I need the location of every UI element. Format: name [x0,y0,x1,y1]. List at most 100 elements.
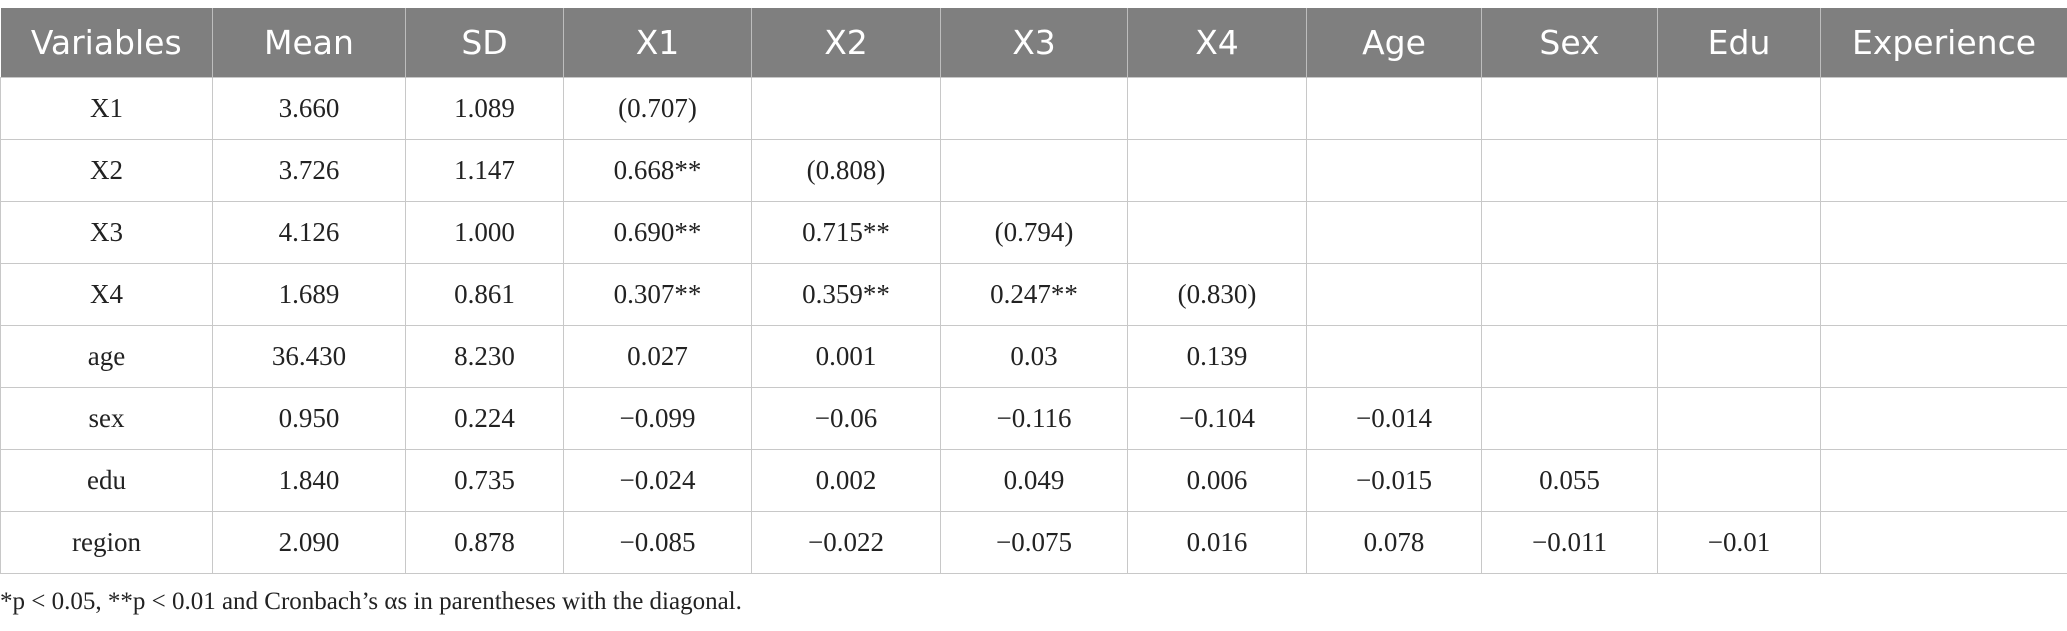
table-cell: −0.06 [751,387,941,450]
table-cell: 0.878 [405,511,564,574]
empty-cell [1306,263,1482,326]
table-cell: 36.430 [212,325,406,388]
table-cell: 3.726 [212,139,406,202]
header-cell: X3 [940,8,1128,78]
table-cell: −0.075 [940,511,1128,574]
empty-cell [1306,325,1482,388]
table-cell: (0.830) [1127,263,1307,326]
table-cell: X1 [0,77,213,140]
table-cell: 1.689 [212,263,406,326]
table-row: X3 4.126 1.000 0.690** 0.715** (0.794) [0,201,2067,264]
empty-cell [940,77,1128,140]
header-row: Variables Mean SD X1 X2 X3 X4 Age Sex Edu Experien… [0,8,2067,78]
table-cell: 0.001 [751,325,941,388]
table-cell: 1.089 [405,77,564,140]
empty-cell [1481,325,1658,388]
table-cell: 0.861 [405,263,564,326]
table-cell: −0.011 [1481,511,1658,574]
table-cell: −0.085 [563,511,752,574]
table-cell: 2.090 [212,511,406,574]
empty-cell [1820,449,2067,512]
empty-cell [1820,387,2067,450]
table-cell: −0.01 [1657,511,1821,574]
table-row: X2 3.726 1.147 0.668** (0.808) [0,139,2067,202]
empty-cell [940,139,1128,202]
table-cell: 0.055 [1481,449,1658,512]
table-cell: (0.707) [563,77,752,140]
table-cell: age [0,325,213,388]
table-cell: 0.247** [940,263,1128,326]
table-cell: −0.014 [1306,387,1482,450]
empty-cell [1657,263,1821,326]
table-cell: 0.690** [563,201,752,264]
empty-cell [1127,77,1307,140]
header-cell: Sex [1481,8,1658,78]
empty-cell [1820,511,2067,574]
table-cell: 0.359** [751,263,941,326]
table-cell: X4 [0,263,213,326]
table-row: X4 1.689 0.861 0.307** 0.359** 0.247** (0.830) [0,263,2067,326]
empty-cell [1127,139,1307,202]
table-cell: 8.230 [405,325,564,388]
table-row: X1 3.660 1.089 (0.707) [0,77,2067,140]
table-cell: 0.006 [1127,449,1307,512]
empty-cell [1481,263,1658,326]
empty-cell [1481,77,1658,140]
empty-cell [751,77,941,140]
table-row: region 2.090 0.878 −0.085 −0.022 −0.075 0.016 0… [0,511,2067,574]
table-row: age 36.430 8.230 0.027 0.001 0.03 0.139 [0,325,2067,388]
table-cell: 0.03 [940,325,1128,388]
empty-cell [1306,77,1482,140]
header-cell: Age [1306,8,1482,78]
table-cell: X3 [0,201,213,264]
empty-cell [1657,201,1821,264]
table-cell: 0.002 [751,449,941,512]
empty-cell [1306,139,1482,202]
table-cell: −0.022 [751,511,941,574]
empty-cell [1657,325,1821,388]
table-cell: 1.000 [405,201,564,264]
table-cell: 0.224 [405,387,564,450]
empty-cell [1657,139,1821,202]
table-cell: 0.139 [1127,325,1307,388]
table-cell: −0.099 [563,387,752,450]
table-cell: sex [0,387,213,450]
table-cell: −0.116 [940,387,1128,450]
empty-cell [1481,387,1658,450]
header-cell: X2 [751,8,941,78]
table-cell: 1.840 [212,449,406,512]
empty-cell [1657,387,1821,450]
header-cell: Mean [212,8,406,78]
table-cell: 0.950 [212,387,406,450]
header-cell: X1 [563,8,752,78]
empty-cell [1820,139,2067,202]
table-cell: −0.015 [1306,449,1482,512]
empty-cell [1127,201,1307,264]
table-cell: X2 [0,139,213,202]
footnote: *p < 0.05, **p < 0.01 and Cronbach’s αs … [0,588,742,615]
empty-cell [1820,325,2067,388]
table-cell: 0.027 [563,325,752,388]
empty-cell [1481,139,1658,202]
empty-cell [1820,77,2067,140]
table-body: X1 3.660 1.089 (0.707) X2 3.726 1.147 0.668** (0… [0,77,2067,574]
table-cell: region [0,511,213,574]
header-cell: SD [405,8,564,78]
table-cell: −0.024 [563,449,752,512]
empty-cell [1657,449,1821,512]
empty-cell [1820,201,2067,264]
table-cell: 0.016 [1127,511,1307,574]
empty-cell [1306,201,1482,264]
table-cell: 0.307** [563,263,752,326]
empty-cell [1657,77,1821,140]
table-row: edu 1.840 0.735 −0.024 0.002 0.049 0.006 −0.015… [0,449,2067,512]
table-cell: 0.735 [405,449,564,512]
table-row: sex 0.950 0.224 −0.099 −0.06 −0.116 −0.104 −0.0… [0,387,2067,450]
table-cell: 0.668** [563,139,752,202]
header-cell: X4 [1127,8,1307,78]
header-cell: Experience [1820,8,2067,78]
empty-cell [1820,263,2067,326]
table-cell: 4.126 [212,201,406,264]
correlation-table: Variables Mean SD X1 X2 X3 X4 Age Sex Edu Experien… [0,8,2067,574]
